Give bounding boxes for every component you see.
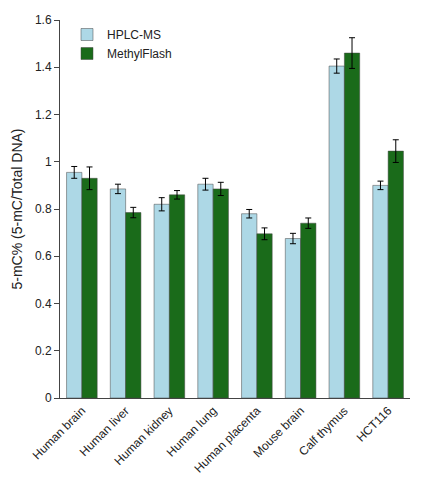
svg-text:1.2: 1.2	[35, 108, 52, 122]
svg-text:Human brain: Human brain	[30, 404, 88, 462]
svg-text:1: 1	[45, 155, 52, 169]
svg-text:HCT116: HCT116	[354, 404, 395, 445]
svg-text:MethylFlash: MethylFlash	[107, 47, 172, 61]
svg-text:0.8: 0.8	[35, 202, 52, 216]
svg-text:HPLC-MS: HPLC-MS	[107, 28, 161, 42]
svg-text:1.6: 1.6	[35, 13, 52, 27]
svg-text:Human lung: Human lung	[164, 404, 220, 460]
svg-text:5-mC% (5-mC/Total DNA): 5-mC% (5-mC/Total DNA)	[9, 128, 25, 289]
svg-text:0.4: 0.4	[35, 297, 52, 311]
svg-text:Human placenta: Human placenta	[192, 404, 264, 476]
svg-text:0.2: 0.2	[35, 344, 52, 358]
svg-text:1.4: 1.4	[35, 60, 52, 74]
svg-text:Human kidney: Human kidney	[112, 404, 176, 468]
svg-text:Calf thymus: Calf thymus	[296, 404, 351, 459]
svg-text:0: 0	[45, 391, 52, 405]
svg-text:Mouse brain: Mouse brain	[250, 404, 307, 461]
svg-text:Human liver: Human liver	[77, 404, 132, 459]
svg-text:0.6: 0.6	[35, 249, 52, 263]
